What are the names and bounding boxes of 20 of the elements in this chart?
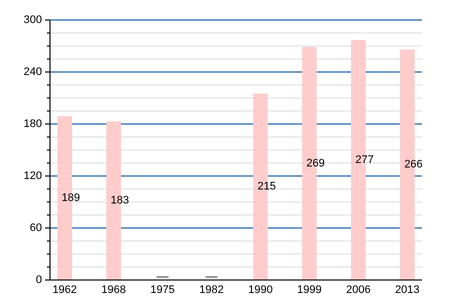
x-tick-label: 1982 [199, 284, 224, 296]
x-tick-label: 1999 [297, 284, 322, 296]
y-tick-label: 300 [24, 14, 42, 26]
data-label: 189 [62, 192, 80, 204]
y-tick-label: 240 [24, 66, 42, 78]
data-label: 266 [404, 158, 423, 171]
y-tick-label: 60 [30, 222, 42, 234]
data-label: 277 [355, 154, 374, 166]
data-label: 269 [306, 157, 325, 170]
x-tick-label: 1975 [150, 284, 175, 296]
x-tick-label: 1962 [52, 284, 77, 296]
x-tick-label: 2013 [395, 284, 420, 296]
y-tick-label: 0 [36, 274, 42, 286]
x-tick-label: 1968 [101, 284, 126, 296]
y-tick-label: 120 [24, 170, 42, 182]
y-tick-label: 180 [24, 118, 42, 130]
x-tick-label: 1990 [248, 284, 273, 296]
data-label: 215 [257, 180, 276, 193]
data-label: 183 [110, 194, 129, 207]
x-tick-label: 2006 [346, 284, 371, 296]
